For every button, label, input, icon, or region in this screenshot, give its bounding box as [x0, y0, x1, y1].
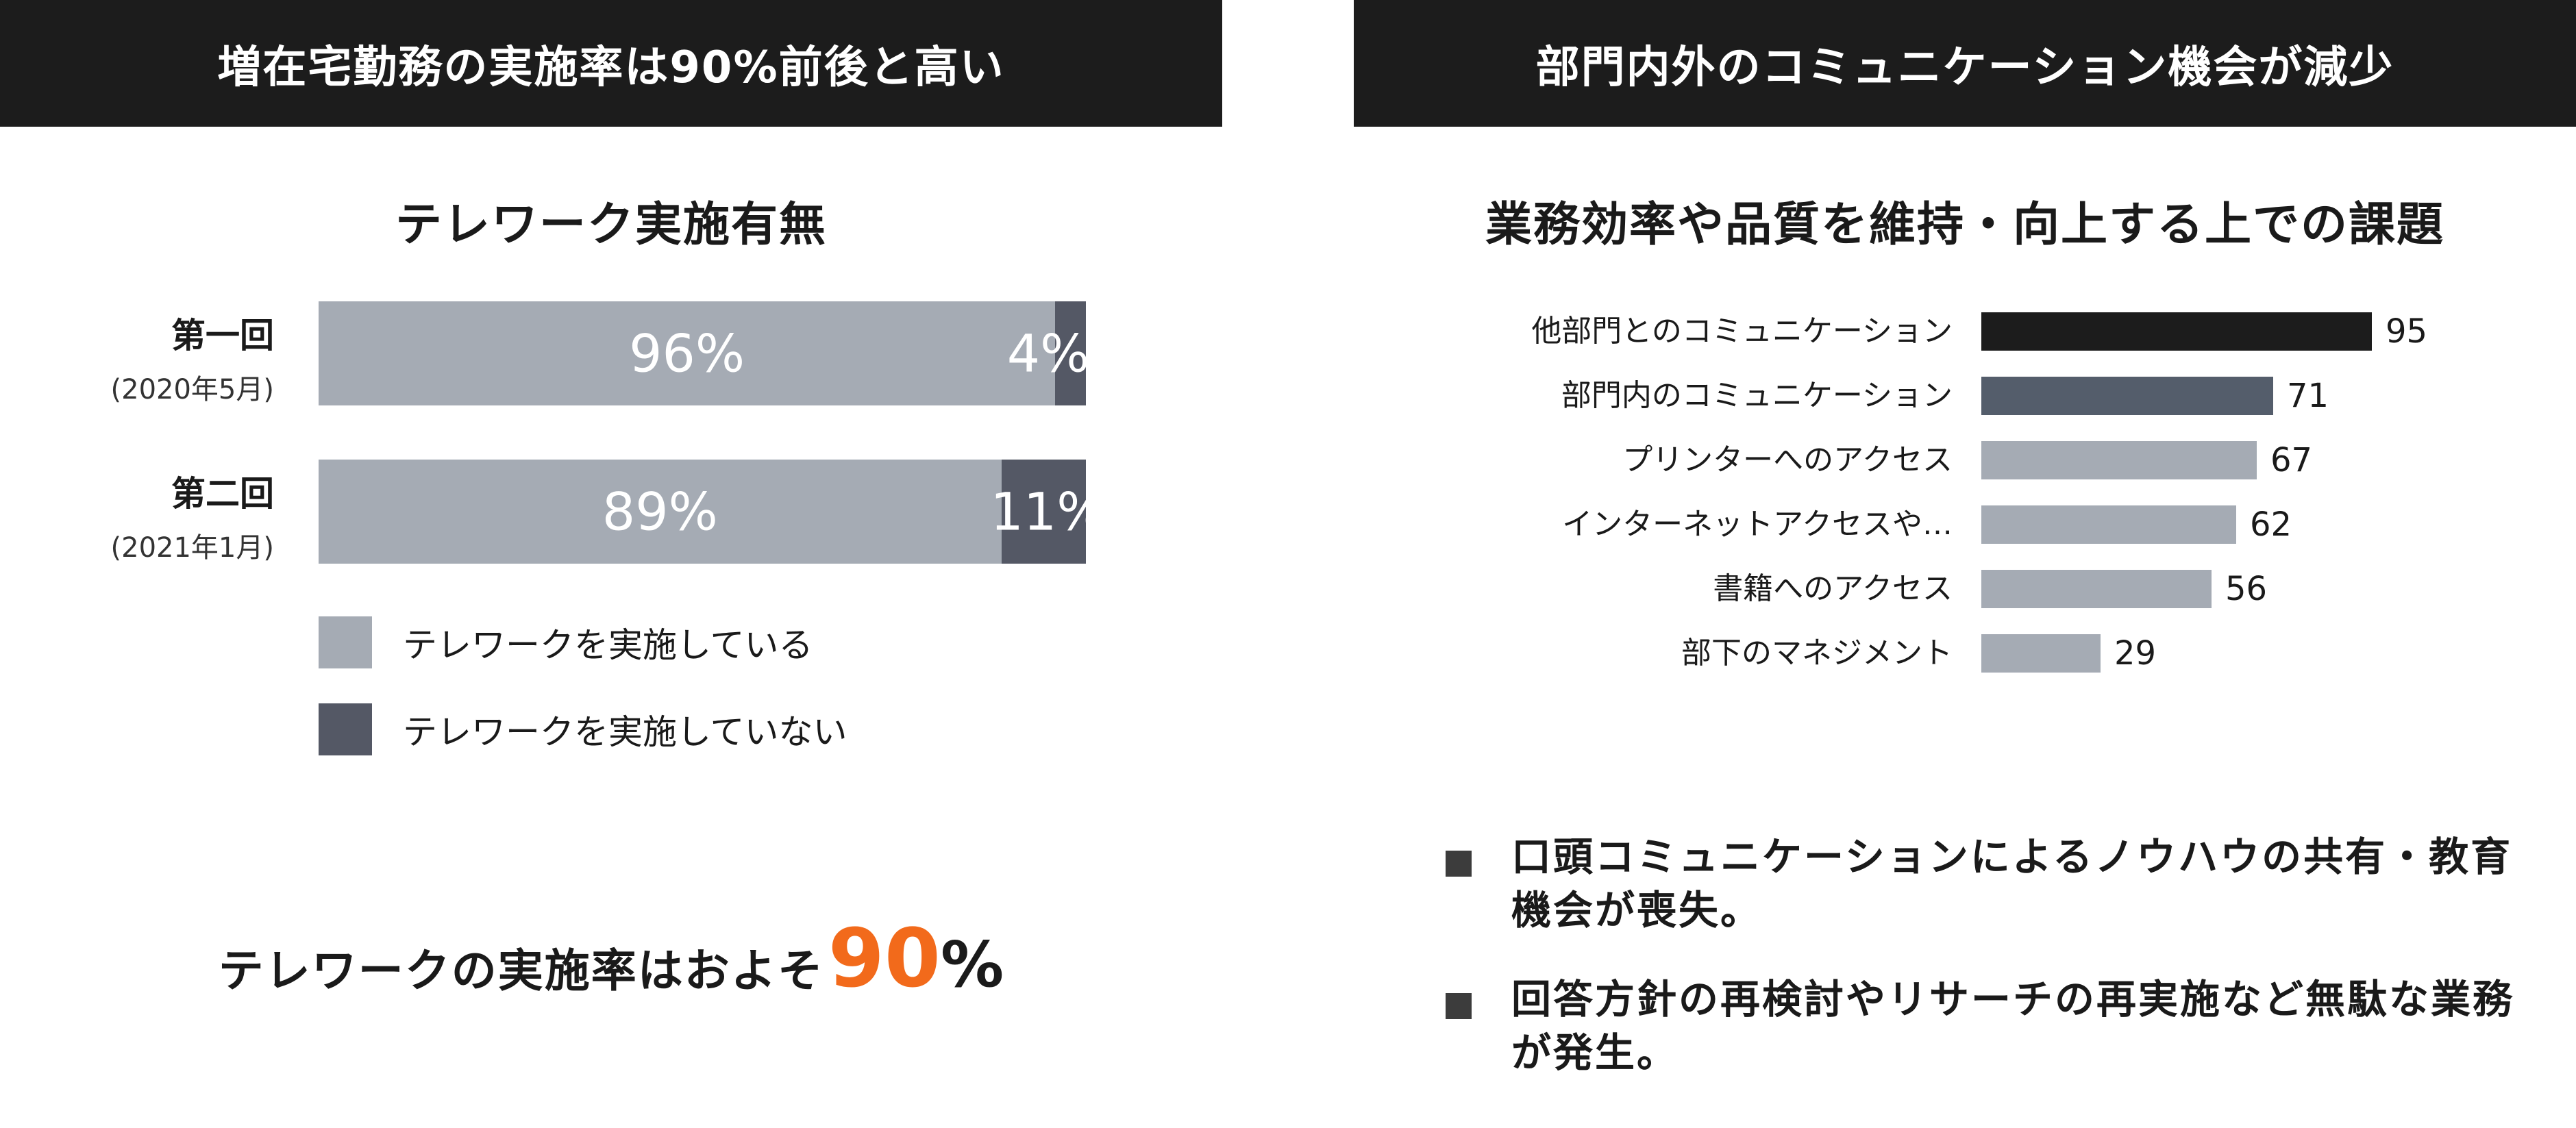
value-label: 67	[2270, 441, 2313, 479]
bullet-text-1: 口頭コミュニケーションによるノウハウの共有・教育機会が喪失。	[1511, 834, 2513, 934]
data-label-not-implemented: 4%	[1006, 323, 1090, 384]
issues-chart-title: 業務効率や品質を維持・向上する上での課題	[1485, 198, 2444, 252]
conclusion-unit: %	[941, 928, 1004, 1001]
bullet-square-icon	[1446, 993, 1472, 1019]
value-label: 71	[2287, 377, 2329, 415]
issue-bar	[1981, 377, 2273, 415]
right-panel-header: 部門内外のコミュニケーション機会が減少	[1354, 0, 2576, 127]
category-label: プリンターへのアクセス	[1622, 442, 1953, 477]
data-label-not-implemented: 11%	[990, 481, 1106, 542]
bar-segment-implemented	[319, 460, 1002, 564]
value-label: 29	[2114, 634, 2157, 673]
data-label-implemented: 89%	[602, 481, 718, 542]
category-label: 部下のマネジメント	[1681, 636, 1953, 670]
category-label: 部門内のコミュニケーション	[1561, 378, 1953, 413]
legend-label-implemented: テレワークを実施している	[403, 625, 813, 665]
issue-bar	[1981, 312, 2372, 351]
left-panel-header: 増在宅勤務の実施率は90%前後と高い	[0, 0, 1222, 127]
value-label: 62	[2250, 505, 2292, 544]
round-date: (2021年1月)	[110, 532, 274, 564]
telework-chart-title: テレワーク実施有無	[395, 198, 827, 252]
legend-label-not-implemented: テレワークを実施していない	[403, 712, 847, 752]
stacked-bar-row-2: 89% 11%	[319, 460, 1106, 564]
value-label: 56	[2225, 570, 2268, 608]
category-label: 書籍へのアクセス	[1713, 571, 1953, 606]
issue-bar	[1981, 505, 2236, 544]
round-name: 第二回	[171, 474, 274, 514]
right-header-text: 部門内外のコミュニケーション機会が減少	[1535, 42, 2394, 93]
category-label: 他部門とのコミュニケーション	[1531, 314, 1953, 349]
issue-bar	[1981, 634, 2101, 673]
left-header-text: 増在宅勤務の実施率は90%前後と高い	[217, 42, 1005, 93]
bullet-item-2: 回答方針の再検討やリサーチの再実施など無駄な業務が発生。	[1446, 973, 2532, 1080]
bar-segment-implemented	[319, 301, 1056, 405]
telework-rate-conclusion: テレワークの実施率はおよそ 90 %	[0, 911, 1222, 1014]
legend-swatch-implemented	[319, 616, 372, 668]
round-name: 第一回	[171, 316, 274, 355]
bar-segment-not-implemented	[1055, 301, 1086, 405]
bar-segment-not-implemented	[1001, 460, 1086, 564]
legend-swatch-not-implemented	[319, 703, 372, 755]
stacked-bar-row-1: 96% 4%	[319, 301, 1089, 405]
category-label: インターネットアクセスや…	[1562, 507, 1953, 542]
issue-bar	[1981, 570, 2212, 608]
bullet-square-icon	[1446, 851, 1472, 877]
round-label-2: 第二回 (2021年1月)	[0, 466, 274, 565]
legend-item-implemented: テレワークを実施している	[319, 616, 813, 668]
value-label: 95	[2386, 312, 2428, 351]
bullet-item-1: 口頭コミュニケーションによるノウハウの共有・教育機会が喪失。	[1446, 830, 2532, 938]
data-label-implemented: 96%	[629, 323, 745, 384]
round-label-1: 第一回 (2020年5月)	[0, 308, 274, 407]
bullet-text-2: 回答方針の再検討やリサーチの再実施など無駄な業務が発生。	[1511, 976, 2515, 1077]
conclusion-text: テレワークの実施率はおよそ	[218, 944, 824, 997]
legend-item-not-implemented: テレワークを実施していない	[319, 703, 847, 755]
conclusion-number: 90	[828, 911, 941, 1005]
round-date: (2020年5月)	[110, 374, 274, 405]
issue-bar	[1981, 441, 2257, 479]
